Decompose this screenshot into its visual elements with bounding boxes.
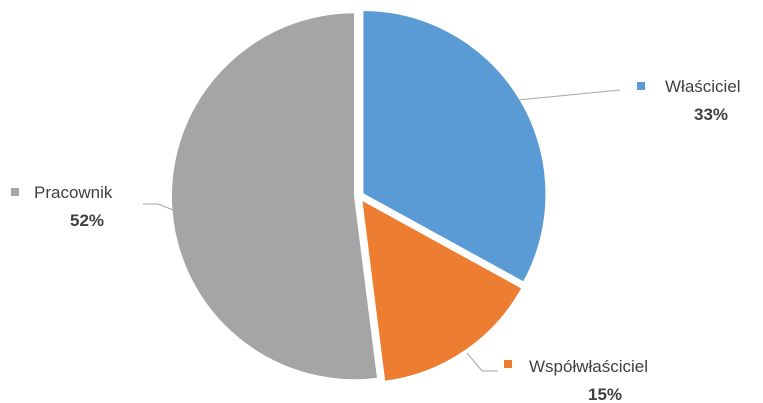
leader-line-1 (517, 89, 621, 101)
label-marker-2 (504, 360, 512, 368)
leader-line-3 (143, 203, 177, 212)
pie-slice-2 (360, 197, 524, 383)
slice-label-name-1: Właściciel (665, 77, 741, 96)
labels-layer: Właściciel 33% Współwłaściciel 15% Pracownik… (11, 77, 741, 403)
pie-slice-1 (361, 8, 548, 284)
slice-label-value-2: 15% (588, 385, 622, 403)
slice-label-name-2: Współwłaściciel (529, 357, 648, 376)
slices-layer (170, 8, 548, 383)
slice-label-value-1: 33% (694, 105, 728, 124)
label-marker-1 (637, 82, 645, 90)
slice-label-name-3: Pracownik (34, 183, 113, 202)
leader-line-2 (466, 352, 498, 372)
slice-label-value-3: 52% (70, 211, 104, 230)
label-marker-3 (11, 188, 19, 196)
pie-slice-3 (170, 11, 380, 382)
